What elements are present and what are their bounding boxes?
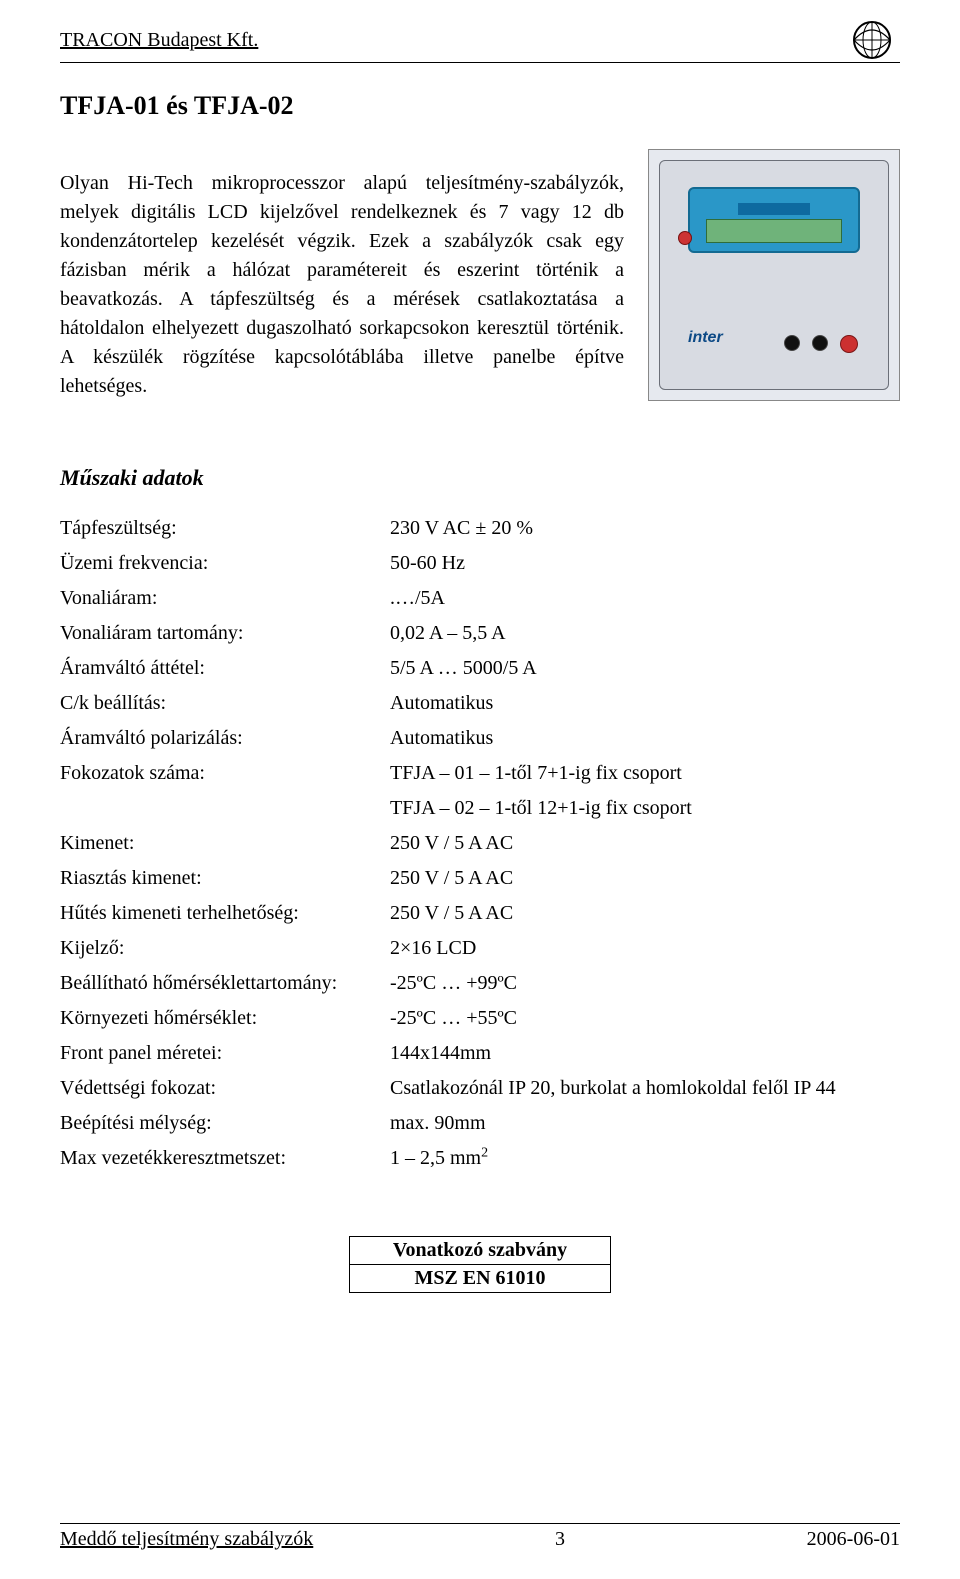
spec-value: max. 90mm xyxy=(390,1106,900,1141)
company-logo-icon xyxy=(844,20,900,60)
spec-label: Tápfeszültség: xyxy=(60,511,390,546)
spec-label: Beépítési mélység: xyxy=(60,1106,390,1141)
spec-value: 250 V / 5 A AC xyxy=(390,896,900,931)
spec-row: Max vezetékkeresztmetszet:1 – 2,5 mm2 xyxy=(60,1141,900,1176)
spec-row: Riasztás kimenet:250 V / 5 A AC xyxy=(60,861,900,896)
spec-label: Front panel méretei: xyxy=(60,1036,390,1071)
spec-row: Kijelző:2×16 LCD xyxy=(60,931,900,966)
device-button-icon xyxy=(812,335,828,351)
spec-label: Áramváltó áttétel: xyxy=(60,651,390,686)
spec-value: 144x144mm xyxy=(390,1036,900,1071)
spec-row: Hűtés kimeneti terhelhetőség:250 V / 5 A… xyxy=(60,896,900,931)
spec-label: Környezeti hőmérséklet: xyxy=(60,1001,390,1036)
spec-value: Automatikus xyxy=(390,721,900,756)
spec-value: Csatlakozónál IP 20, burkolat a homlokol… xyxy=(390,1071,900,1106)
spec-label: Üzemi frekvencia: xyxy=(60,546,390,581)
spec-value: TFJA – 02 – 1-től 12+1-ig fix csoport xyxy=(390,791,900,826)
spec-row: Front panel méretei:144x144mm xyxy=(60,1036,900,1071)
product-title: TFJA-01 és TFJA-02 xyxy=(60,91,900,121)
spec-row: Vonaliáram tartomány:0,02 A – 5,5 A xyxy=(60,616,900,651)
spec-row: Üzemi frekvencia:50-60 Hz xyxy=(60,546,900,581)
spec-label xyxy=(60,791,390,826)
spec-label: Riasztás kimenet: xyxy=(60,861,390,896)
spec-row: Környezeti hőmérséklet:-25ºC … +55ºC xyxy=(60,1001,900,1036)
standard-box: Vonatkozó szabvány MSZ EN 61010 xyxy=(349,1236,611,1293)
spec-value: 230 V AC ± 20 % xyxy=(390,511,900,546)
spec-row: Kimenet:250 V / 5 A AC xyxy=(60,826,900,861)
device-brand-icon: inter xyxy=(688,329,723,347)
footer-title: Meddő teljesítmény szabályzók xyxy=(60,1528,313,1551)
spec-value: TFJA – 01 – 1-től 7+1-ig fix csoport xyxy=(390,756,900,791)
spec-label: Kimenet: xyxy=(60,826,390,861)
spec-row: Beépítési mélység:max. 90mm xyxy=(60,1106,900,1141)
company-name: TRACON Budapest Kft. xyxy=(60,29,258,52)
spec-row: C/k beállítás:Automatikus xyxy=(60,686,900,721)
spec-label: C/k beállítás: xyxy=(60,686,390,721)
spec-value: -25ºC … +99ºC xyxy=(390,966,900,1001)
spec-row: Áramváltó áttétel:5/5 A … 5000/5 A xyxy=(60,651,900,686)
footer-date: 2006-06-01 xyxy=(807,1528,900,1551)
intro-section: Olyan Hi-Tech mikroprocesszor alapú telj… xyxy=(60,149,900,421)
device-button-icon xyxy=(840,335,858,353)
spec-row: Áramváltó polarizálás:Automatikus xyxy=(60,721,900,756)
spec-value: 50-60 Hz xyxy=(390,546,900,581)
spec-row: Védettségi fokozat:Csatlakozónál IP 20, … xyxy=(60,1071,900,1106)
spec-label: Kijelző: xyxy=(60,931,390,966)
spec-row: Vonaliáram:.…/5A xyxy=(60,581,900,616)
spec-row: TFJA – 02 – 1-től 12+1-ig fix csoport xyxy=(60,791,900,826)
spec-label: Áramváltó polarizálás: xyxy=(60,721,390,756)
spec-value: 250 V / 5 A AC xyxy=(390,826,900,861)
spec-value: 0,02 A – 5,5 A xyxy=(390,616,900,651)
spec-label: Fokozatok száma: xyxy=(60,756,390,791)
specs-table: Tápfeszültség:230 V AC ± 20 %Üzemi frekv… xyxy=(60,511,900,1176)
spec-value: 5/5 A … 5000/5 A xyxy=(390,651,900,686)
page-header: TRACON Budapest Kft. xyxy=(60,20,900,63)
spec-value: 250 V / 5 A AC xyxy=(390,861,900,896)
spec-value: -25ºC … +55ºC xyxy=(390,1001,900,1036)
spec-value: Automatikus xyxy=(390,686,900,721)
spec-row: Tápfeszültség:230 V AC ± 20 % xyxy=(60,511,900,546)
spec-label: Beállítható hőmérséklettartomány: xyxy=(60,966,390,1001)
spec-row: Fokozatok száma:TFJA – 01 – 1-től 7+1-ig… xyxy=(60,756,900,791)
spec-label: Vonaliáram tartomány: xyxy=(60,616,390,651)
page-footer: Meddő teljesítmény szabályzók 3 2006-06-… xyxy=(60,1523,900,1551)
intro-paragraph: Olyan Hi-Tech mikroprocesszor alapú telj… xyxy=(60,169,624,401)
standard-value: MSZ EN 61010 xyxy=(350,1265,610,1292)
spec-value: .…/5A xyxy=(390,581,900,616)
standard-heading: Vonatkozó szabvány xyxy=(350,1237,610,1265)
spec-label: Védettségi fokozat: xyxy=(60,1071,390,1106)
device-button-icon xyxy=(784,335,800,351)
device-photo: inter xyxy=(648,149,900,401)
specs-heading: Műszaki adatok xyxy=(60,465,900,491)
footer-page-number: 3 xyxy=(555,1528,565,1551)
spec-label: Hűtés kimeneti terhelhetőség: xyxy=(60,896,390,931)
spec-label: Max vezetékkeresztmetszet: xyxy=(60,1141,390,1176)
spec-row: Beállítható hőmérséklettartomány:-25ºC …… xyxy=(60,966,900,1001)
spec-value: 1 – 2,5 mm2 xyxy=(390,1141,900,1176)
spec-label: Vonaliáram: xyxy=(60,581,390,616)
page: TRACON Budapest Kft. TFJA-01 és TFJA-02 … xyxy=(0,0,960,1579)
spec-value: 2×16 LCD xyxy=(390,931,900,966)
